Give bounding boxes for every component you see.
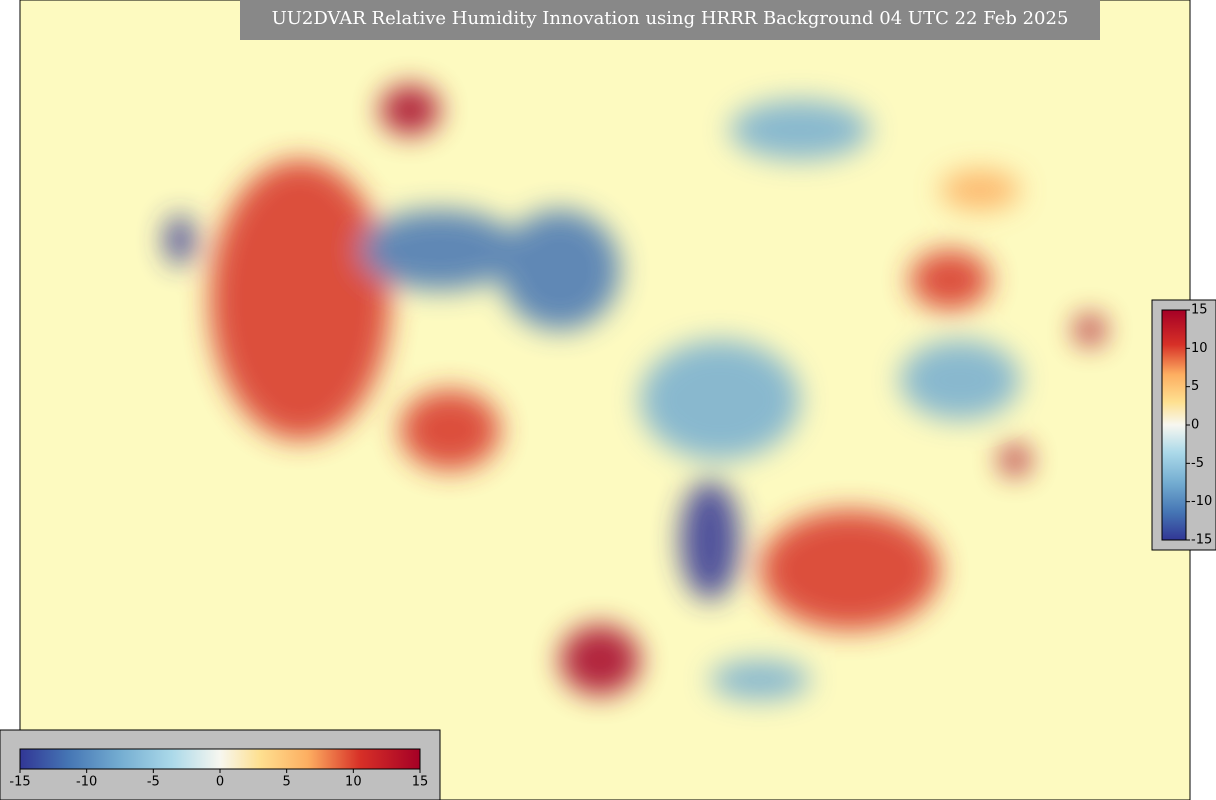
colorbar [19, 748, 421, 770]
colorbar-horizontal: -15 -10 -5 0 5 10 15 [0, 729, 441, 800]
tick-label: 15 [412, 775, 429, 790]
colorbar [1161, 309, 1187, 541]
tick-label: 10 [345, 775, 362, 790]
innovation-field [165, 85, 1105, 700]
tick-label: -5 [147, 775, 160, 790]
tick-label: 15 [1191, 303, 1208, 318]
colorbar-vertical: 15 10 5 0 -5 -10 -15 [1151, 299, 1216, 551]
title-background [240, 0, 1100, 40]
tick-label: -15 [1191, 533, 1212, 548]
title-box: UU2DVAR Relative Humidity Innovation usi… [240, 0, 1100, 40]
tick-label: -10 [1191, 494, 1212, 509]
tick-label: 5 [283, 775, 291, 790]
tick-label: 5 [1191, 379, 1199, 394]
map [19, 0, 1191, 800]
tick-label: 0 [216, 775, 224, 790]
tick-label: -10 [76, 775, 97, 790]
tick-label: 0 [1191, 418, 1199, 433]
tick-label: 10 [1191, 341, 1208, 356]
title: UU2DVAR Relative Humidity Innovation usi… [272, 8, 1069, 29]
tick-label: -5 [1191, 456, 1204, 471]
tick-label: -15 [9, 775, 30, 790]
